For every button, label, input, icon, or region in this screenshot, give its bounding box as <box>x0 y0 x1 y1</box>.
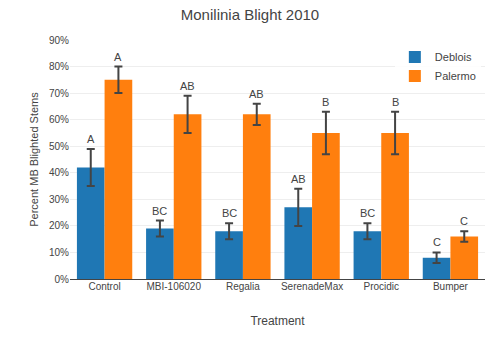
svg-text:AB: AB <box>180 80 195 92</box>
svg-text:BC: BC <box>152 205 167 217</box>
svg-text:10%: 10% <box>49 247 69 258</box>
svg-text:80%: 80% <box>49 61 69 72</box>
svg-text:90%: 90% <box>49 35 69 46</box>
svg-text:A: A <box>87 133 95 145</box>
svg-text:AB: AB <box>249 88 264 100</box>
svg-text:Palermo: Palermo <box>435 70 476 82</box>
svg-text:BC: BC <box>360 207 375 219</box>
svg-text:SerenadeMax: SerenadeMax <box>281 281 343 292</box>
svg-text:B: B <box>392 96 399 108</box>
svg-text:Procidic: Procidic <box>363 281 399 292</box>
svg-text:30%: 30% <box>49 194 69 205</box>
svg-text:BC: BC <box>222 207 237 219</box>
svg-text:MBI-106020: MBI-106020 <box>147 281 202 292</box>
svg-text:Control: Control <box>88 281 120 292</box>
svg-text:B: B <box>322 96 329 108</box>
svg-text:20%: 20% <box>49 220 69 231</box>
svg-text:50%: 50% <box>49 141 69 152</box>
svg-text:70%: 70% <box>49 88 69 99</box>
svg-text:Percent MB Blighted Stems: Percent MB Blighted Stems <box>28 92 40 227</box>
svg-text:Regalia: Regalia <box>226 281 260 292</box>
svg-text:C: C <box>433 236 441 248</box>
svg-text:Deblois: Deblois <box>435 51 472 63</box>
svg-text:AB: AB <box>291 173 306 185</box>
svg-text:Monilinia Blight 2010: Monilinia Blight 2010 <box>181 6 319 23</box>
svg-text:0%: 0% <box>55 274 70 285</box>
svg-text:60%: 60% <box>49 114 69 125</box>
svg-text:40%: 40% <box>49 167 69 178</box>
svg-text:Bumper: Bumper <box>433 281 469 292</box>
svg-text:C: C <box>460 215 468 227</box>
svg-text:A: A <box>114 51 122 63</box>
svg-text:Treatment: Treatment <box>250 314 305 328</box>
